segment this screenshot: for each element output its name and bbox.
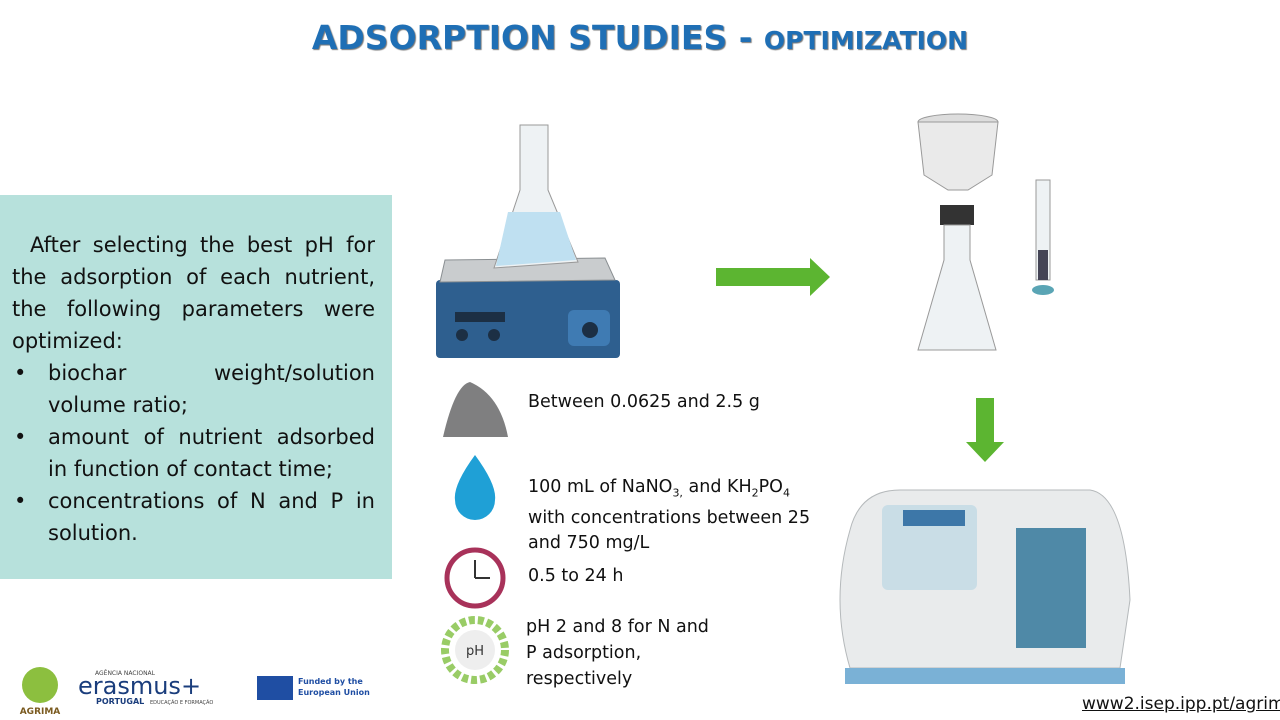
- portugal-text: PORTUGAL: [96, 697, 144, 706]
- knob: [488, 329, 500, 341]
- param-ph: pH 2 and 8 for N and P adsorption, respe…: [526, 617, 709, 689]
- eu-text: Funded by the European Union: [298, 677, 370, 697]
- bullet: concentrations of N and P in solution.: [14, 485, 375, 549]
- ph-icon: [441, 616, 509, 684]
- syringe-liquid: [1038, 250, 1048, 280]
- ph-icon: [455, 630, 495, 670]
- param-time: 0.5 to 24 h: [528, 566, 624, 586]
- text: with concentrations between 25 and 750 m…: [528, 507, 811, 553]
- agency-text: AGÊNCIA NACIONAL: [95, 669, 156, 677]
- drop-icon: [454, 455, 496, 520]
- text: and KH: [682, 477, 752, 497]
- agrima-logo: [22, 667, 58, 703]
- bullet: amount of nutrient adsorbed in function …: [14, 421, 375, 485]
- screen: [903, 510, 965, 526]
- base: [845, 668, 1125, 684]
- screen-frame: [882, 505, 977, 590]
- arrow-down: [966, 398, 1004, 462]
- biochar-icon: [443, 382, 508, 437]
- eu-flag: [257, 676, 293, 700]
- stopper: [940, 205, 974, 225]
- url: www2.isep.ipp.pt/agrima: [1082, 694, 1280, 714]
- ph-label: pH: [466, 644, 484, 659]
- title-small: OPTIMIZATION: [763, 26, 969, 55]
- display: [455, 312, 505, 322]
- text: 100 mL of NaNO: [528, 477, 673, 497]
- erasmus-text: erasmus+: [78, 672, 201, 700]
- intro: After selecting the best pH for the adso…: [12, 233, 375, 353]
- subscript: 3,: [672, 486, 683, 500]
- param-mass: Between 0.0625 and 2.5 g: [528, 392, 760, 412]
- portugal-sub: EDUCAÇÃO E FORMAÇÃO: [150, 699, 213, 706]
- knob: [582, 322, 598, 338]
- knob: [456, 329, 468, 341]
- subscript: 4: [782, 486, 790, 500]
- subscript: 2: [751, 486, 759, 500]
- text: PO: [758, 477, 783, 497]
- liquid: [496, 212, 576, 266]
- eu-text-box: Funded by the European Union: [298, 677, 370, 697]
- agrima-text: AGRIMA: [20, 707, 61, 717]
- title: ADSORPTION STUDIES - OPTIMIZATION: [0, 18, 1280, 57]
- filter: [1032, 285, 1054, 295]
- bullet-list: biochar weight/solution volume ratio; am…: [12, 357, 375, 549]
- funnel: [917, 121, 999, 191]
- title-main: ADSORPTION STUDIES -: [311, 18, 753, 57]
- arrow-right: [716, 258, 830, 296]
- text-panel: After selecting the best pH for the adso…: [0, 195, 392, 579]
- param-volume: 100 mL of NaNO3, and KH2PO4 with concent…: [528, 475, 818, 556]
- lid: [1016, 528, 1086, 648]
- bullet: biochar weight/solution volume ratio;: [14, 357, 375, 421]
- flask: [917, 224, 997, 351]
